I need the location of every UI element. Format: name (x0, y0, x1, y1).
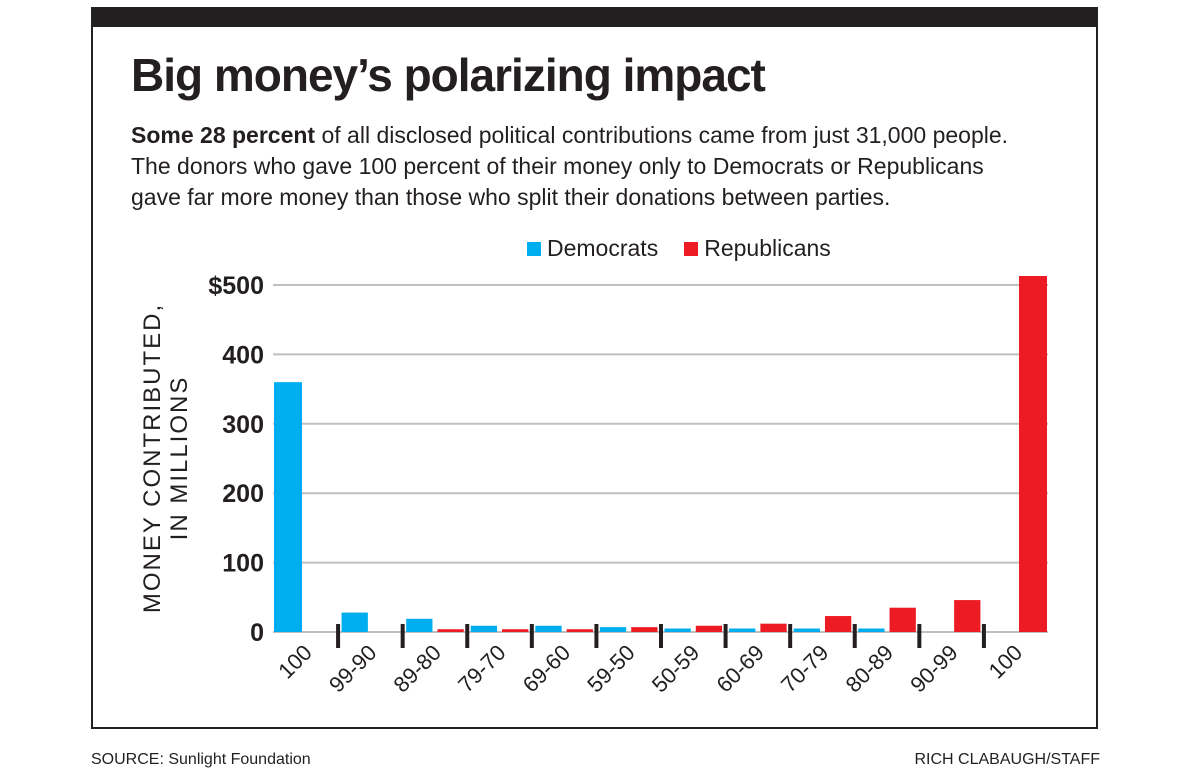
x-tick-label: 89-80 (389, 640, 446, 697)
group-separator (852, 624, 857, 648)
legend-label-republicans: Republicans (704, 235, 831, 261)
bar-democrats (858, 628, 885, 632)
legend-swatch-republicans (684, 241, 699, 256)
y-tick-label: 400 (222, 341, 264, 369)
y-tick-label: 0 (250, 619, 264, 647)
x-tick-label: 59-50 (582, 640, 639, 697)
group-separator (336, 624, 341, 648)
bar-democrats (341, 612, 368, 632)
bar-republicans (631, 627, 658, 632)
x-tick-label: 100 (273, 640, 317, 684)
legend-swatch-democrats (527, 241, 541, 256)
bar-republicans (437, 629, 464, 632)
x-tick-label: 90-99 (905, 640, 962, 697)
legend: Democrats Republicans (527, 235, 831, 262)
bar-democrats (535, 625, 562, 632)
x-tick-label: 99-90 (324, 640, 381, 697)
legend-item-democrats: Democrats (527, 235, 658, 262)
bar-democrats (664, 628, 691, 632)
subtitle-bold: Some 28 percent (131, 122, 316, 148)
legend-item-republicans: Republicans (684, 235, 831, 262)
bar-democrats (599, 627, 627, 632)
x-tick-label: 60-69 (711, 640, 768, 697)
credit-note: RICH CLABAUGH/STAFF (914, 751, 1101, 768)
y-axis-label-line2: IN MILLIONS (166, 376, 193, 541)
chart-title: Big money’s polarizing impact (131, 49, 766, 101)
source-note: SOURCE: Sunlight Foundation (91, 751, 311, 768)
bar-republicans (824, 616, 852, 632)
chart-subtitle: Some 28 percent of all disclosed politic… (131, 120, 1011, 213)
group-separator (659, 624, 663, 648)
chart-frame (91, 7, 1098, 729)
x-tick-label: 70-79 (776, 640, 833, 697)
group-separator (917, 624, 922, 648)
x-tick-label: 79-70 (453, 640, 510, 697)
bar-democrats (793, 628, 820, 632)
bar-democrats (406, 618, 433, 632)
bar-republicans (889, 607, 916, 632)
bar-republicans (566, 629, 593, 632)
group-separator (529, 624, 534, 648)
bar-republicans (760, 623, 787, 632)
header-bar (91, 7, 1098, 27)
legend-label-democrats: Democrats (547, 235, 659, 261)
group-separator (594, 624, 599, 648)
bar-republicans (502, 629, 529, 632)
x-tick-label: 100 (984, 640, 1028, 684)
bar-republicans (695, 625, 723, 632)
bar-democrats (274, 382, 302, 632)
x-tick-label: 69-60 (518, 640, 575, 697)
y-tick-label: 200 (222, 480, 264, 508)
group-separator (788, 624, 793, 648)
bar-democrats (729, 628, 756, 632)
subtitle-text: of all disclosed political contributions… (131, 122, 1009, 210)
y-tick-label: 100 (222, 550, 264, 578)
bar-democrats (470, 625, 498, 632)
y-tick-label: 300 (222, 411, 264, 439)
bar-republicans (954, 600, 981, 632)
x-tick-label: 80-89 (841, 640, 898, 697)
y-tick-label: $500 (208, 272, 264, 300)
group-separator (981, 624, 986, 648)
group-separator (400, 624, 405, 648)
y-axis-label-line1: MONEY CONTRIBUTED, (139, 303, 166, 613)
group-separator (723, 624, 728, 648)
group-separator (465, 624, 470, 648)
bar-republicans (1019, 275, 1047, 632)
x-tick-label: 50-59 (647, 640, 704, 697)
